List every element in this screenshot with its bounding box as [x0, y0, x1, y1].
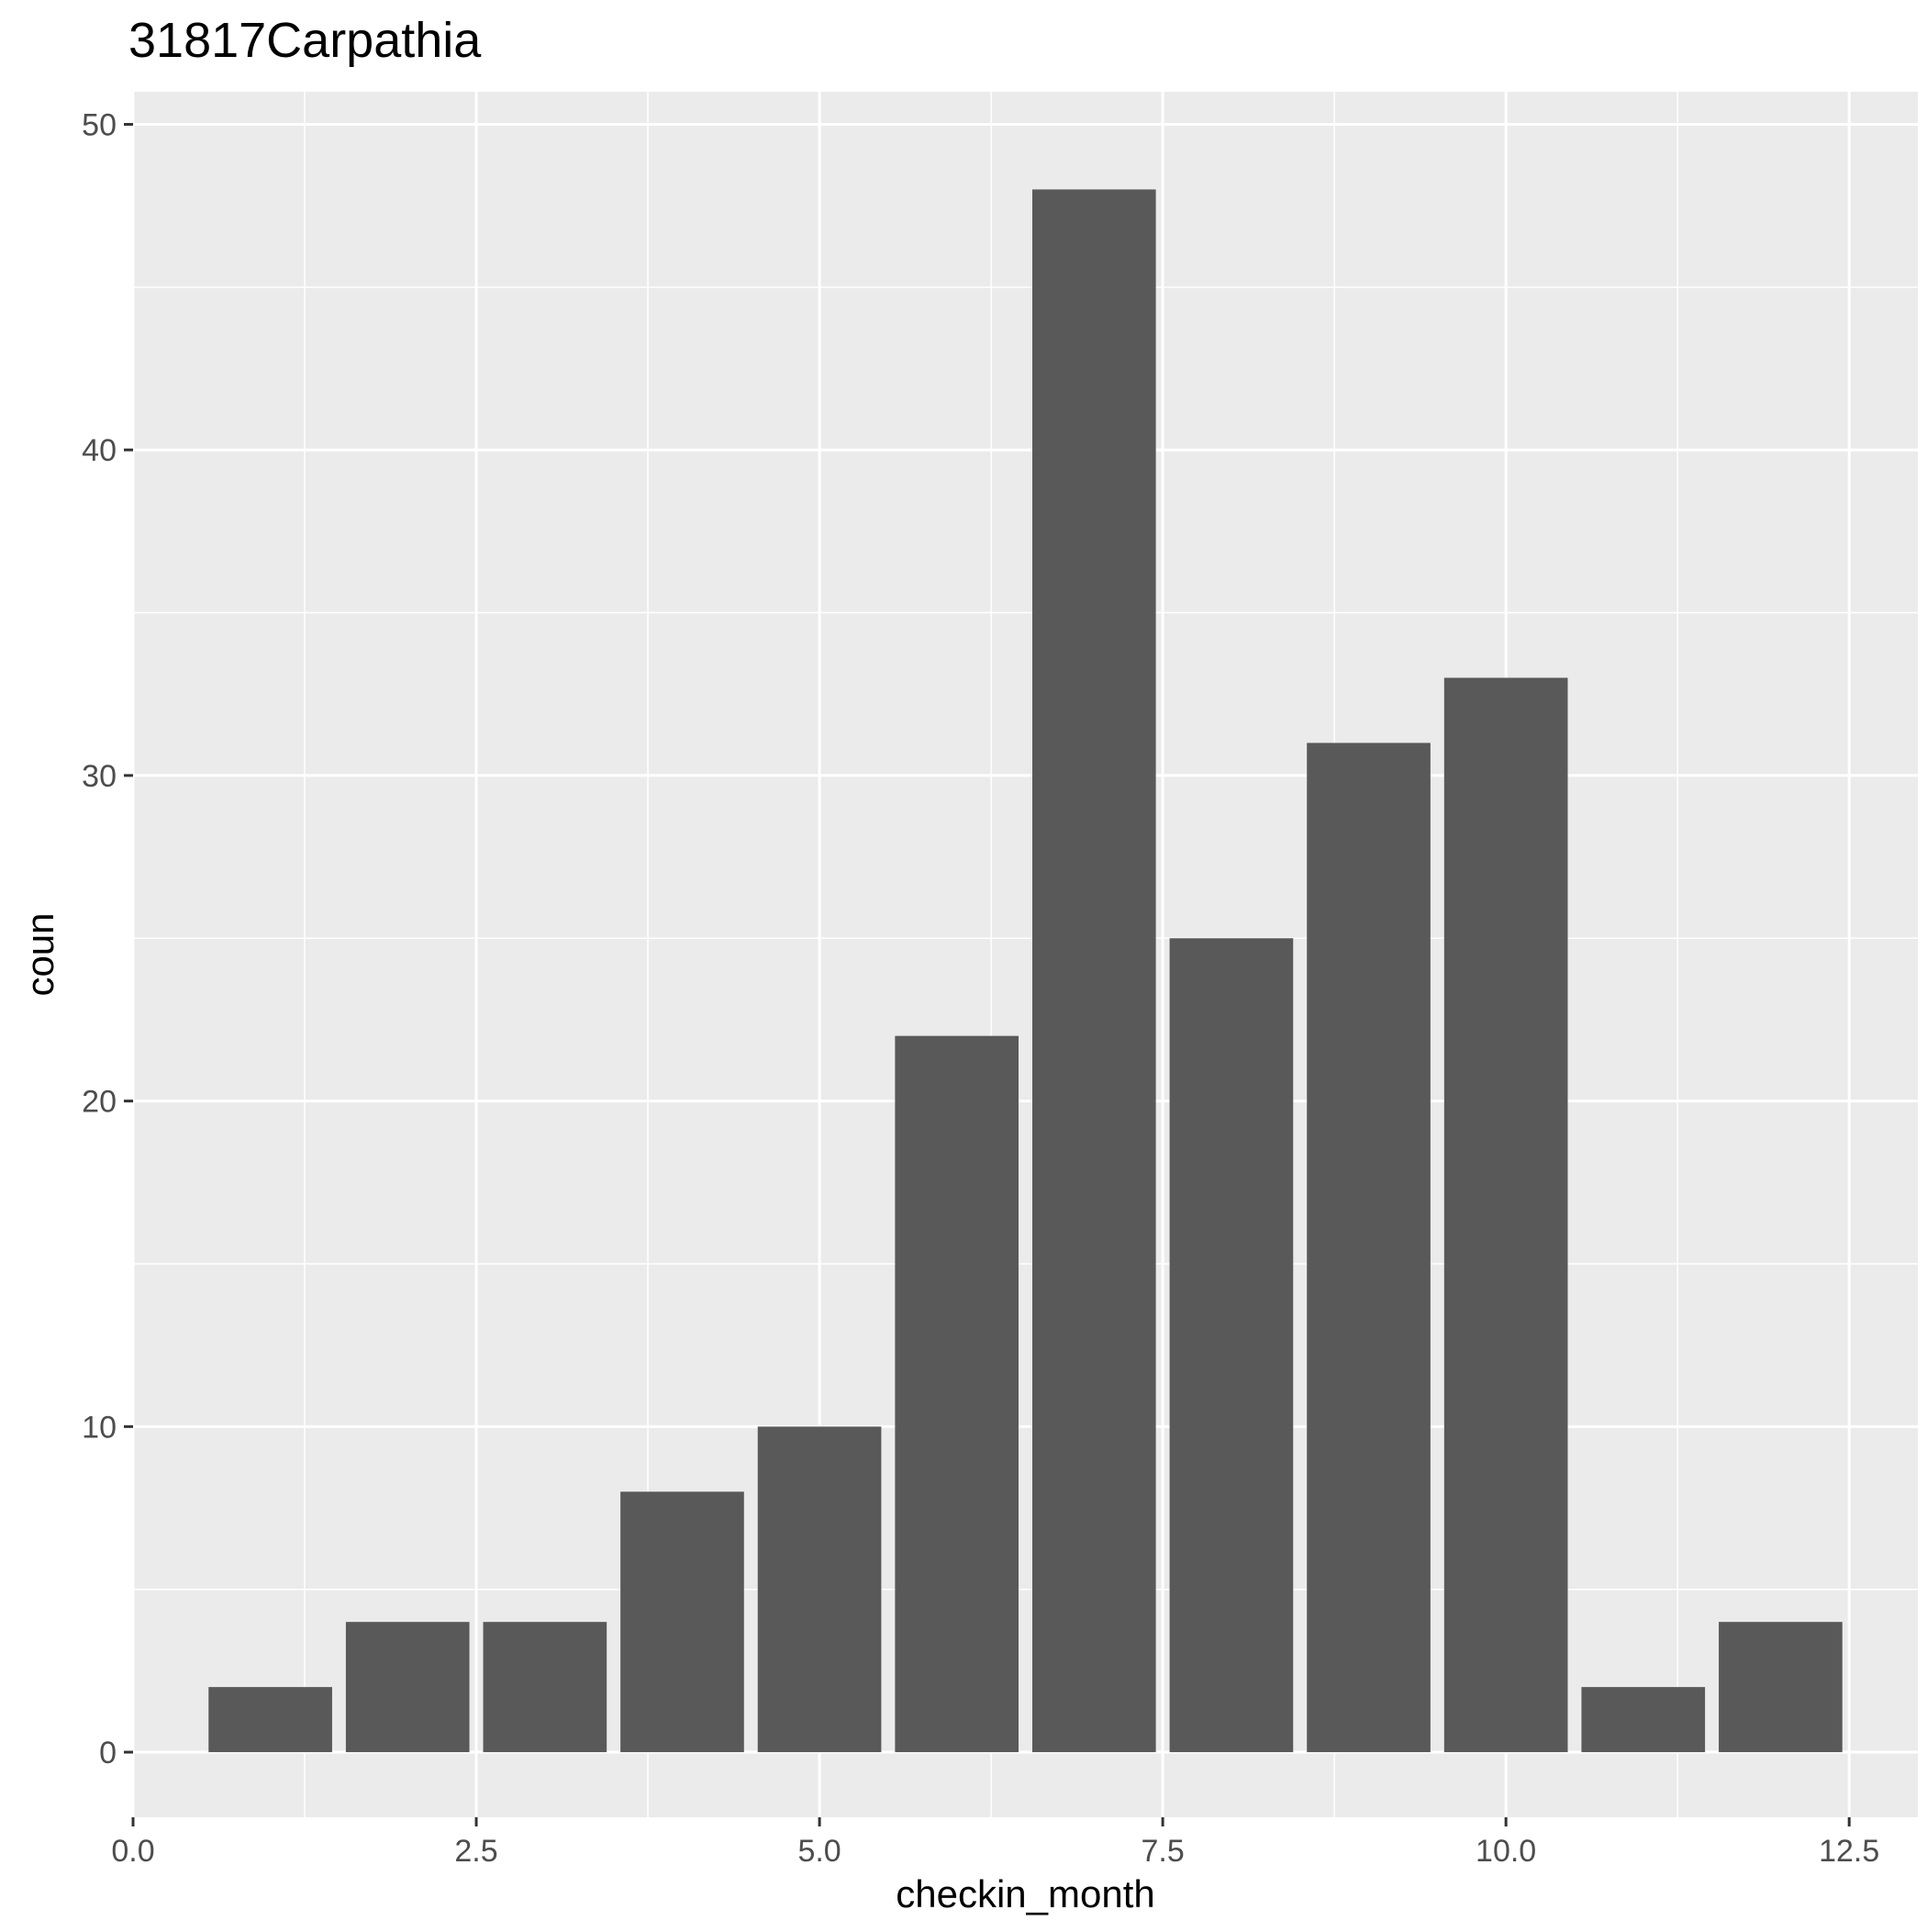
bar [483, 1622, 607, 1753]
x-axis: 0.0 2.5 5.0 7.5 10.0 12.5 [111, 1817, 1879, 1869]
x-tick-label: 0.0 [111, 1834, 154, 1869]
plot-panel [133, 92, 1918, 1817]
bar [757, 1426, 882, 1753]
minor-gridlines [133, 92, 1918, 1817]
bar [1443, 677, 1568, 1753]
x-tick-label: 10.0 [1476, 1834, 1536, 1869]
y-tick-label: 50 [82, 107, 117, 142]
bar [1581, 1687, 1706, 1753]
bar [895, 1035, 1019, 1753]
bar [1307, 743, 1431, 1753]
chart-title: 31817Carpathia [128, 13, 482, 68]
x-tick-label: 7.5 [1141, 1834, 1184, 1869]
x-tick-label: 5.0 [797, 1834, 841, 1869]
y-tick-label: 10 [82, 1410, 117, 1445]
bar [1719, 1622, 1843, 1753]
bar [1031, 189, 1156, 1753]
y-tick-label: 0 [99, 1736, 117, 1770]
y-tick-label: 30 [82, 759, 117, 794]
bars [208, 189, 1843, 1753]
bar [345, 1622, 470, 1753]
x-tick-label: 2.5 [454, 1834, 497, 1869]
x-tick-label: 12.5 [1819, 1834, 1879, 1869]
bar [1169, 938, 1294, 1753]
y-axis: 0 10 20 30 40 50 [82, 107, 133, 1770]
y-axis-title: coun [18, 912, 61, 996]
y-tick-label: 20 [82, 1085, 117, 1120]
bar [208, 1687, 332, 1753]
y-tick-label: 40 [82, 433, 117, 468]
bar [620, 1491, 744, 1753]
x-axis-title: checkin_month [896, 1872, 1155, 1915]
